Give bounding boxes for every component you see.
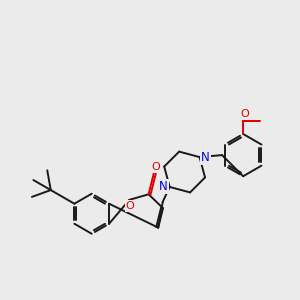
Text: O: O [151, 162, 160, 172]
Text: N: N [159, 180, 168, 194]
Text: N: N [201, 151, 210, 164]
Text: O: O [240, 109, 249, 119]
Text: O: O [126, 201, 134, 211]
